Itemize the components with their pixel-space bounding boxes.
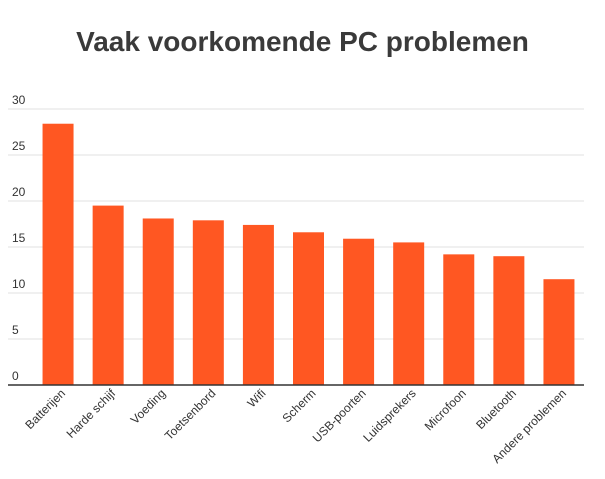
x-tick-label: Harde schijf [64, 386, 119, 441]
y-tick-label: 5 [12, 323, 19, 337]
bar [543, 279, 575, 385]
y-tick-label: 20 [12, 185, 26, 199]
y-tick-label: 0 [12, 369, 19, 383]
bar [393, 242, 425, 385]
bar [142, 218, 174, 385]
y-tick-label: 10 [12, 277, 26, 291]
y-tick-label: 25 [12, 139, 26, 153]
bar [42, 123, 74, 385]
chart-title: Vaak voorkomende PC problemen [76, 26, 529, 57]
bar [192, 220, 224, 385]
bar [493, 256, 525, 385]
x-tick-label: Luidsprekers [360, 386, 418, 444]
bar [293, 232, 324, 385]
y-tick-label: 30 [12, 93, 26, 107]
bar [242, 224, 274, 385]
x-tick-label: Wifi [244, 386, 268, 410]
x-tick-label: Batterijen [22, 386, 68, 432]
bar [92, 205, 124, 385]
x-tick-label: Voeding [128, 386, 169, 427]
x-tick-label: Microfoon [422, 386, 469, 433]
bar [343, 238, 375, 385]
bar [443, 254, 475, 385]
x-tick-label: Toetsenbord [162, 386, 219, 443]
x-tick-label: USB-poorten [310, 386, 369, 445]
x-tick-label: Bluetooth [473, 386, 519, 432]
x-tick-label: Scherm [279, 386, 318, 425]
y-tick-label: 15 [12, 231, 26, 245]
